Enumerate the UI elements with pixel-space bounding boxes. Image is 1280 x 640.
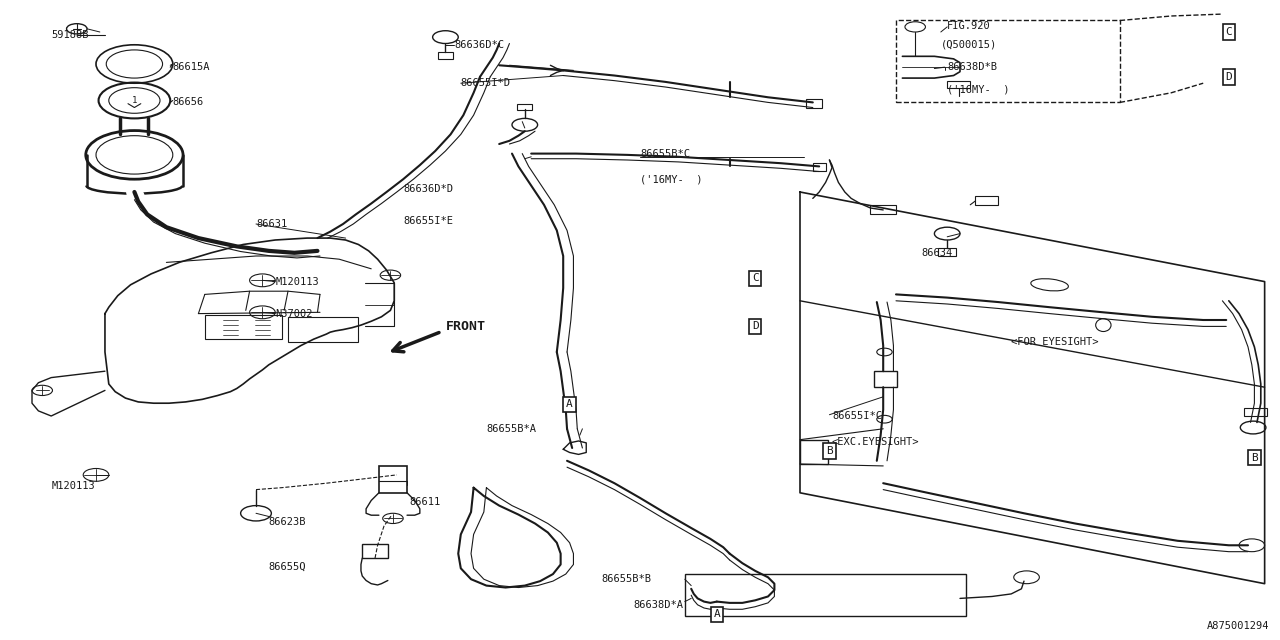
- Bar: [938, 248, 956, 256]
- Text: M120113: M120113: [275, 276, 319, 287]
- Bar: [685, 574, 966, 616]
- Text: 86611: 86611: [410, 497, 440, 508]
- Text: A: A: [566, 399, 573, 410]
- Text: <FOR EYESIGHT>: <FOR EYESIGHT>: [1011, 337, 1098, 348]
- Bar: [800, 440, 828, 464]
- Text: D: D: [751, 321, 759, 332]
- Text: FIG.920: FIG.920: [947, 20, 991, 31]
- Bar: [874, 371, 897, 387]
- Bar: [1244, 408, 1267, 416]
- Text: C: C: [751, 273, 759, 284]
- Text: 86656: 86656: [173, 97, 204, 108]
- Bar: [438, 52, 453, 59]
- Bar: [379, 466, 407, 493]
- Text: ('16MY-  ): ('16MY- ): [640, 174, 703, 184]
- Text: 86638D*B: 86638D*B: [947, 62, 997, 72]
- Text: 1: 1: [132, 96, 137, 105]
- Bar: [288, 317, 358, 342]
- Bar: [806, 99, 822, 108]
- Text: B: B: [826, 446, 833, 456]
- Text: FRONT: FRONT: [445, 320, 485, 333]
- Text: N37002: N37002: [275, 308, 312, 319]
- Bar: [870, 205, 896, 214]
- Text: <EXC.EYESIGHT>: <EXC.EYESIGHT>: [832, 436, 919, 447]
- Text: 86655B*A: 86655B*A: [486, 424, 536, 434]
- Bar: [362, 544, 388, 558]
- Text: 86623B: 86623B: [269, 516, 306, 527]
- Text: B: B: [1251, 452, 1258, 463]
- Text: 59188B: 59188B: [51, 30, 88, 40]
- Text: ('16MY-  ): ('16MY- ): [947, 84, 1010, 95]
- Text: 86655B*C: 86655B*C: [640, 148, 690, 159]
- Text: 86636D*D: 86636D*D: [403, 184, 453, 194]
- Text: M120113: M120113: [51, 481, 95, 492]
- Text: 86631: 86631: [256, 219, 287, 229]
- Text: A: A: [713, 609, 721, 620]
- Text: 86655Q: 86655Q: [269, 561, 306, 572]
- Text: 86655I*D: 86655I*D: [461, 78, 511, 88]
- Bar: [975, 196, 998, 205]
- Text: 86655I*E: 86655I*E: [403, 216, 453, 226]
- Text: 86655B*B: 86655B*B: [602, 574, 652, 584]
- Bar: [205, 315, 282, 339]
- Text: A875001294: A875001294: [1207, 621, 1270, 631]
- Bar: [517, 104, 532, 110]
- Text: C: C: [1225, 27, 1233, 37]
- Bar: [947, 81, 970, 88]
- Text: 86638D*A: 86638D*A: [634, 600, 684, 610]
- Text: D: D: [1225, 72, 1233, 82]
- Text: (Q500015): (Q500015): [941, 40, 997, 50]
- Bar: [813, 163, 826, 171]
- Text: 86615A: 86615A: [173, 62, 210, 72]
- Text: 86655I*C: 86655I*C: [832, 411, 882, 421]
- Text: 86634: 86634: [922, 248, 952, 258]
- Text: 86636D*C: 86636D*C: [454, 40, 504, 50]
